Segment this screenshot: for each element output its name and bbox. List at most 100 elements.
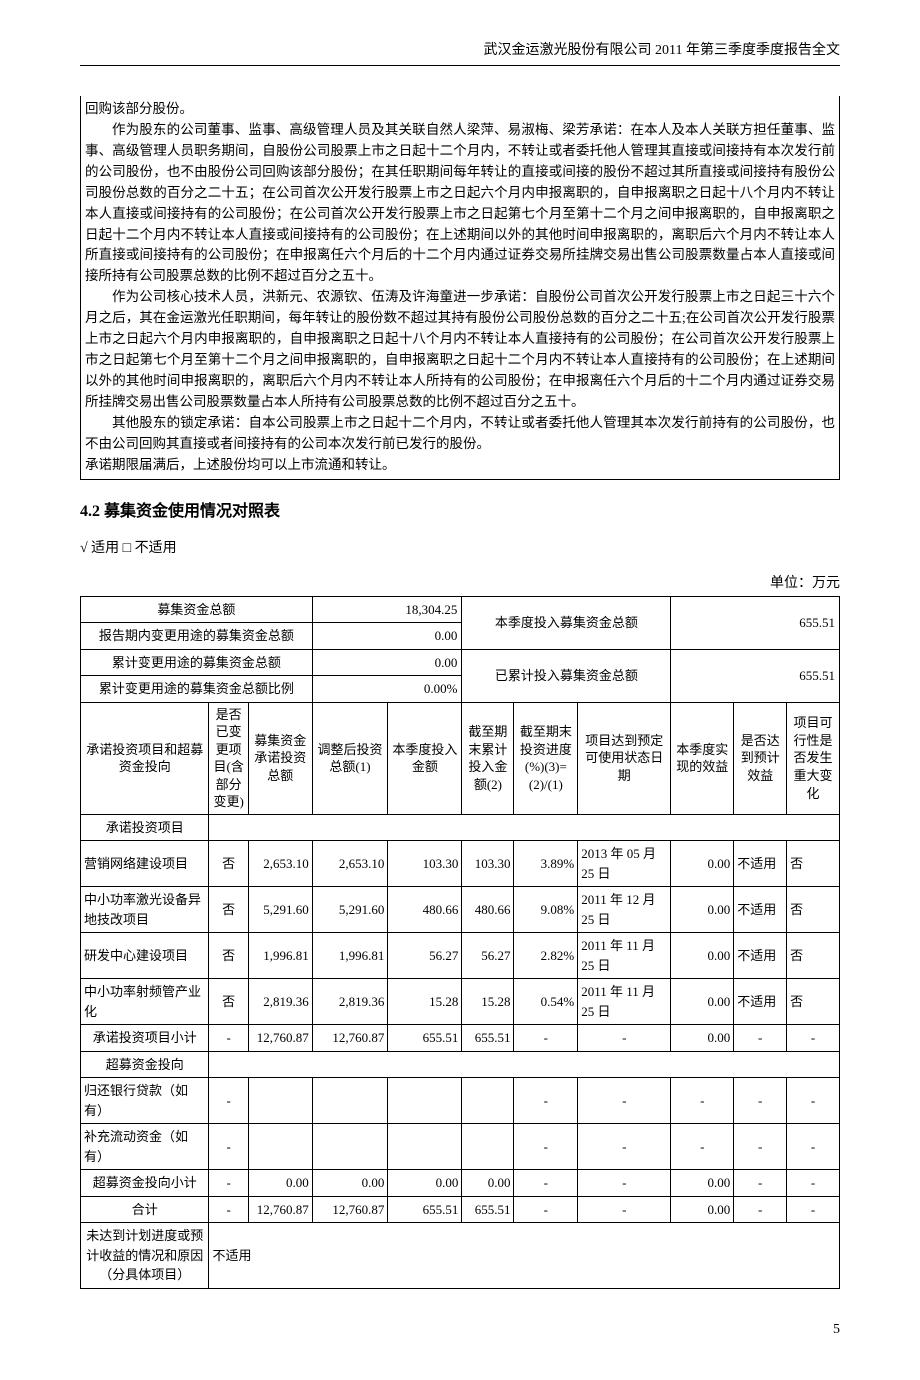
cell: -: [514, 1196, 578, 1223]
summary-value: 0.00: [312, 649, 462, 676]
section-header: 承诺投资项目: [81, 814, 209, 841]
cell: 12,760.87: [312, 1025, 388, 1052]
cell: 合计: [81, 1196, 209, 1223]
unit-label: 单位：万元: [80, 573, 840, 594]
cell: -: [734, 1078, 787, 1124]
summary-label: 已累计投入募集资金总额: [462, 649, 671, 702]
cell: 655.51: [462, 1196, 514, 1223]
summary-label: 累计变更用途的募集资金总额比例: [81, 676, 313, 703]
cell: -: [787, 1025, 840, 1052]
body-p1: 作为股东的公司董事、监事、高级管理人员及其关联自然人梁萍、易淑梅、梁芳承诺：在本…: [85, 120, 835, 287]
cell: 未达到计划进度或预计收益的情况和原因（分具体项目）: [81, 1223, 209, 1289]
cell: 否: [787, 933, 840, 979]
cell: 超募资金投向小计: [81, 1170, 209, 1197]
cell: 不适用: [734, 979, 787, 1025]
cell: 不适用: [209, 1223, 840, 1289]
body-p2: 作为公司核心技术人员，洪新元、农源钦、伍涛及许海童进一步承诺：自股份公司首次公开…: [85, 287, 835, 413]
col-header: 调整后投资总额(1): [312, 702, 388, 814]
cell: -: [671, 1078, 734, 1124]
cell: 否: [209, 841, 248, 887]
cell: 15.28: [462, 979, 514, 1025]
cell: 9.08%: [514, 887, 578, 933]
col-header: 本季度投入金额: [388, 702, 462, 814]
cell: 480.66: [388, 887, 462, 933]
cell: -: [209, 1124, 248, 1170]
cell: 12,760.87: [248, 1196, 312, 1223]
page-number: 5: [80, 1319, 840, 1340]
cell: -: [734, 1196, 787, 1223]
cell: 0.00: [671, 887, 734, 933]
cell: -: [578, 1170, 671, 1197]
summary-value: 655.51: [671, 649, 840, 702]
cell: 0.54%: [514, 979, 578, 1025]
cell: 0.00: [248, 1170, 312, 1197]
col-header: 项目可行性是否发生重大变化: [787, 702, 840, 814]
funds-table: 募集资金总额 18,304.25 本季度投入募集资金总额 655.51 报告期内…: [80, 596, 840, 1289]
cell: 1,996.81: [312, 933, 388, 979]
applicable-label: √ 适用 □ 不适用: [80, 538, 840, 559]
commitment-text-box: 回购该部分股份。 作为股东的公司董事、监事、高级管理人员及其关联自然人梁萍、易淑…: [80, 96, 840, 480]
cell: -: [671, 1124, 734, 1170]
cell: 不适用: [734, 887, 787, 933]
cell: 否: [787, 979, 840, 1025]
cell: -: [514, 1170, 578, 1197]
cell: 承诺投资项目小计: [81, 1025, 209, 1052]
summary-value: 0.00%: [312, 676, 462, 703]
cell: -: [578, 1196, 671, 1223]
summary-value: 18,304.25: [312, 596, 462, 623]
cell: -: [578, 1124, 671, 1170]
cell: 2013 年 05 月25 日: [578, 841, 671, 887]
cell: 归还银行贷款（如有）: [81, 1078, 209, 1124]
body-p0: 回购该部分股份。: [85, 99, 835, 120]
col-header: 截至期末累计投入金额(2): [462, 702, 514, 814]
cell: -: [787, 1078, 840, 1124]
cell: -: [787, 1196, 840, 1223]
cell: 2,819.36: [312, 979, 388, 1025]
cell: 5,291.60: [248, 887, 312, 933]
col-header: 截至期末投资进度(%)(3)=(2)/(1): [514, 702, 578, 814]
cell: 2,819.36: [248, 979, 312, 1025]
cell: 56.27: [388, 933, 462, 979]
cell: -: [209, 1025, 248, 1052]
cell: 480.66: [462, 887, 514, 933]
cell: 补充流动资金（如有）: [81, 1124, 209, 1170]
cell: 不适用: [734, 933, 787, 979]
cell: 否: [787, 841, 840, 887]
col-header: 募集资金承诺投资总额: [248, 702, 312, 814]
cell: 研发中心建设项目: [81, 933, 209, 979]
cell: 中小功率射频管产业化: [81, 979, 209, 1025]
cell: -: [734, 1170, 787, 1197]
cell: 0.00: [671, 841, 734, 887]
cell: 103.30: [388, 841, 462, 887]
cell: -: [734, 1025, 787, 1052]
cell: 否: [209, 979, 248, 1025]
col-header: 承诺投资项目和超募资金投向: [81, 702, 209, 814]
cell: 5,291.60: [312, 887, 388, 933]
cell: 0.00: [312, 1170, 388, 1197]
col-header: 是否已变更项目(含部分变更): [209, 702, 248, 814]
summary-label: 本季度投入募集资金总额: [462, 596, 671, 649]
cell: 0.00: [671, 1025, 734, 1052]
cell: 103.30: [462, 841, 514, 887]
cell: 2011 年 12 月25 日: [578, 887, 671, 933]
cell: 不适用: [734, 841, 787, 887]
cell: 2,653.10: [312, 841, 388, 887]
cell: 12,760.87: [312, 1196, 388, 1223]
cell: 12,760.87: [248, 1025, 312, 1052]
cell: -: [578, 1078, 671, 1124]
cell: 0.00: [671, 933, 734, 979]
cell: 0.00: [671, 979, 734, 1025]
cell: 2.82%: [514, 933, 578, 979]
cell: 0.00: [671, 1170, 734, 1197]
cell: 0.00: [388, 1170, 462, 1197]
cell: 56.27: [462, 933, 514, 979]
summary-label: 募集资金总额: [81, 596, 313, 623]
cell: 1,996.81: [248, 933, 312, 979]
section-title: 4.2 募集资金使用情况对照表: [80, 500, 840, 524]
body-p3: 其他股东的锁定承诺：自本公司股票上市之日起十二个月内，不转让或者委托他人管理其本…: [85, 413, 835, 455]
table-row: 归还银行贷款（如有） - - - - - -: [81, 1078, 840, 1124]
cell: 中小功率激光设备异地技改项目: [81, 887, 209, 933]
table-row: 补充流动资金（如有） - - - - - -: [81, 1124, 840, 1170]
col-header: 本季度实现的效益: [671, 702, 734, 814]
summary-value: 655.51: [671, 596, 840, 649]
